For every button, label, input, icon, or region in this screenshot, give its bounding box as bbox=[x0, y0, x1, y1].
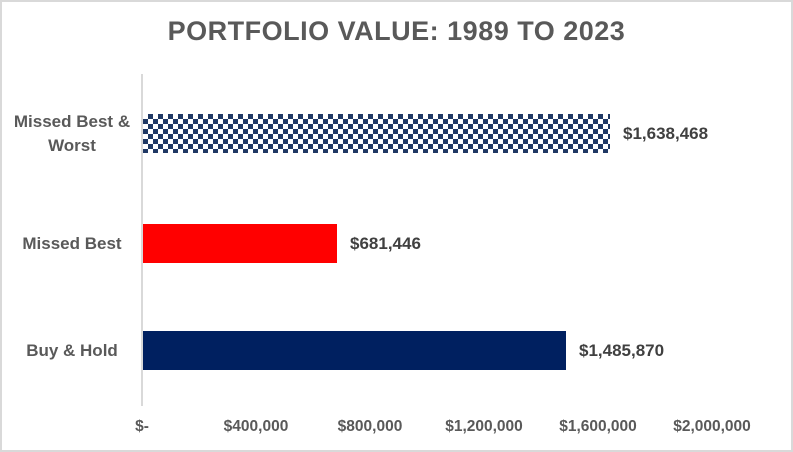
x-axis-tick-label: $2,000,000 bbox=[673, 418, 751, 435]
x-axis-tick-label: $400,000 bbox=[223, 418, 289, 435]
x-axis-tick-label: $1,200,000 bbox=[445, 418, 523, 435]
x-axis-tick-label: $800,000 bbox=[337, 418, 403, 435]
value-label-buy-hold: $1,485,870 bbox=[579, 340, 665, 360]
x-axis-tick-label: $1,600,000 bbox=[559, 418, 637, 435]
value-label-missed-best: $681,446 bbox=[350, 233, 421, 253]
category-label-missed-best: Missed Best bbox=[22, 233, 122, 253]
value-label-missed-best-worst: $1,638,468 bbox=[623, 123, 709, 143]
bar-buy-hold bbox=[143, 331, 566, 370]
chart-title: PORTFOLIO VALUE: 1989 TO 2023 bbox=[167, 16, 626, 46]
bar-missed-best-worst bbox=[143, 114, 610, 153]
x-axis-tick-label: $- bbox=[135, 418, 149, 435]
bar-missed-best bbox=[143, 224, 337, 263]
category-label-buy-hold: Buy & Hold bbox=[26, 340, 118, 360]
category-axis-line bbox=[141, 74, 143, 406]
category-label-missed-best-worst: Missed Best & Worst bbox=[13, 111, 131, 155]
